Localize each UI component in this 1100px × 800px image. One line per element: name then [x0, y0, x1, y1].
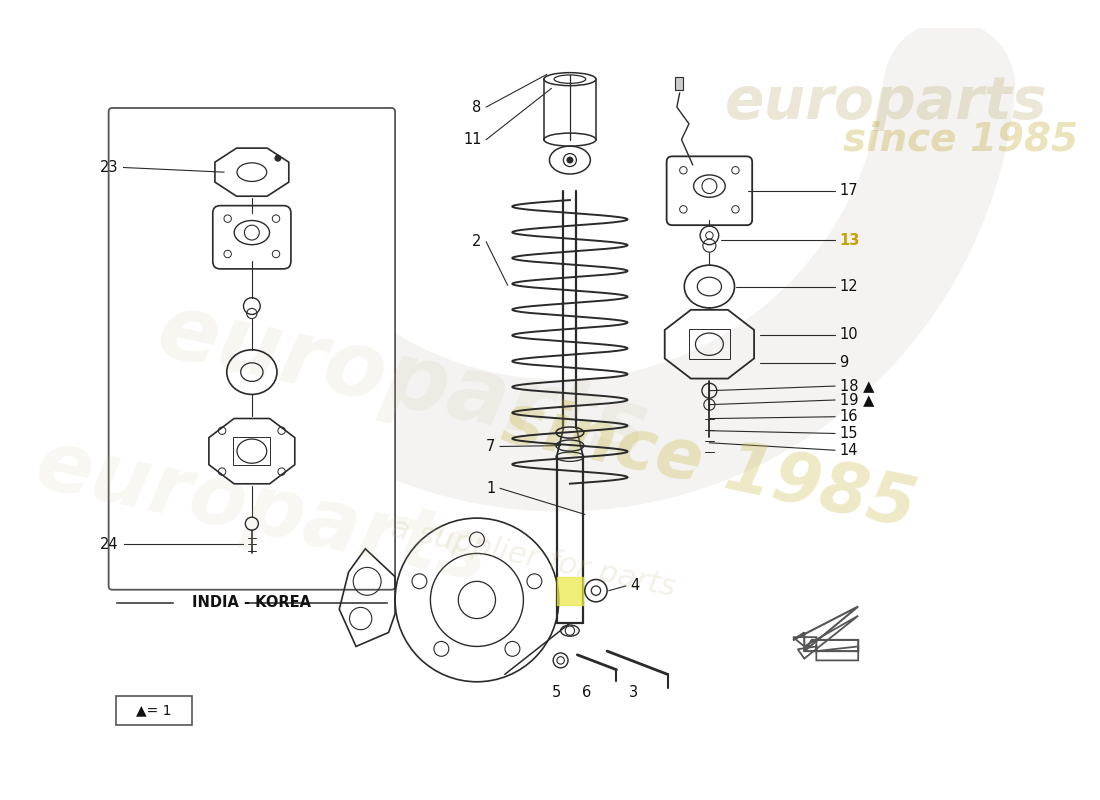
Text: INDIA - KOREA: INDIA - KOREA — [192, 595, 311, 610]
Circle shape — [568, 158, 573, 163]
Text: europarts: europarts — [150, 286, 656, 476]
Text: 4: 4 — [630, 578, 639, 594]
Text: 7: 7 — [486, 439, 495, 454]
Text: since 1985: since 1985 — [843, 121, 1078, 158]
Text: 18 ▲: 18 ▲ — [839, 378, 875, 394]
Text: 6: 6 — [582, 686, 592, 701]
Text: since 1985: since 1985 — [496, 389, 922, 542]
Text: 17: 17 — [839, 183, 858, 198]
Text: ▲= 1: ▲= 1 — [136, 704, 172, 718]
Text: 14: 14 — [839, 442, 858, 458]
Text: 1: 1 — [486, 481, 495, 496]
Bar — [117, 696, 192, 726]
Text: 10: 10 — [839, 327, 858, 342]
Text: 23: 23 — [100, 160, 119, 175]
Text: 19 ▲: 19 ▲ — [839, 393, 875, 407]
Text: 16: 16 — [839, 410, 858, 424]
Text: 13: 13 — [839, 233, 860, 247]
Bar — [675, 78, 683, 90]
Text: 8: 8 — [472, 99, 482, 114]
Text: europarts: europarts — [30, 424, 497, 599]
Text: 9: 9 — [839, 355, 849, 370]
Circle shape — [275, 155, 280, 161]
Text: 24: 24 — [100, 537, 119, 552]
Text: 11: 11 — [463, 132, 482, 147]
Text: europarts: europarts — [725, 74, 1047, 131]
Text: 5: 5 — [551, 686, 561, 701]
Text: 2: 2 — [472, 234, 482, 250]
Text: 12: 12 — [839, 279, 858, 294]
Text: 3: 3 — [628, 686, 638, 701]
Text: a supplier for parts: a supplier for parts — [387, 514, 678, 602]
FancyBboxPatch shape — [109, 108, 395, 590]
Text: 15: 15 — [839, 426, 858, 441]
